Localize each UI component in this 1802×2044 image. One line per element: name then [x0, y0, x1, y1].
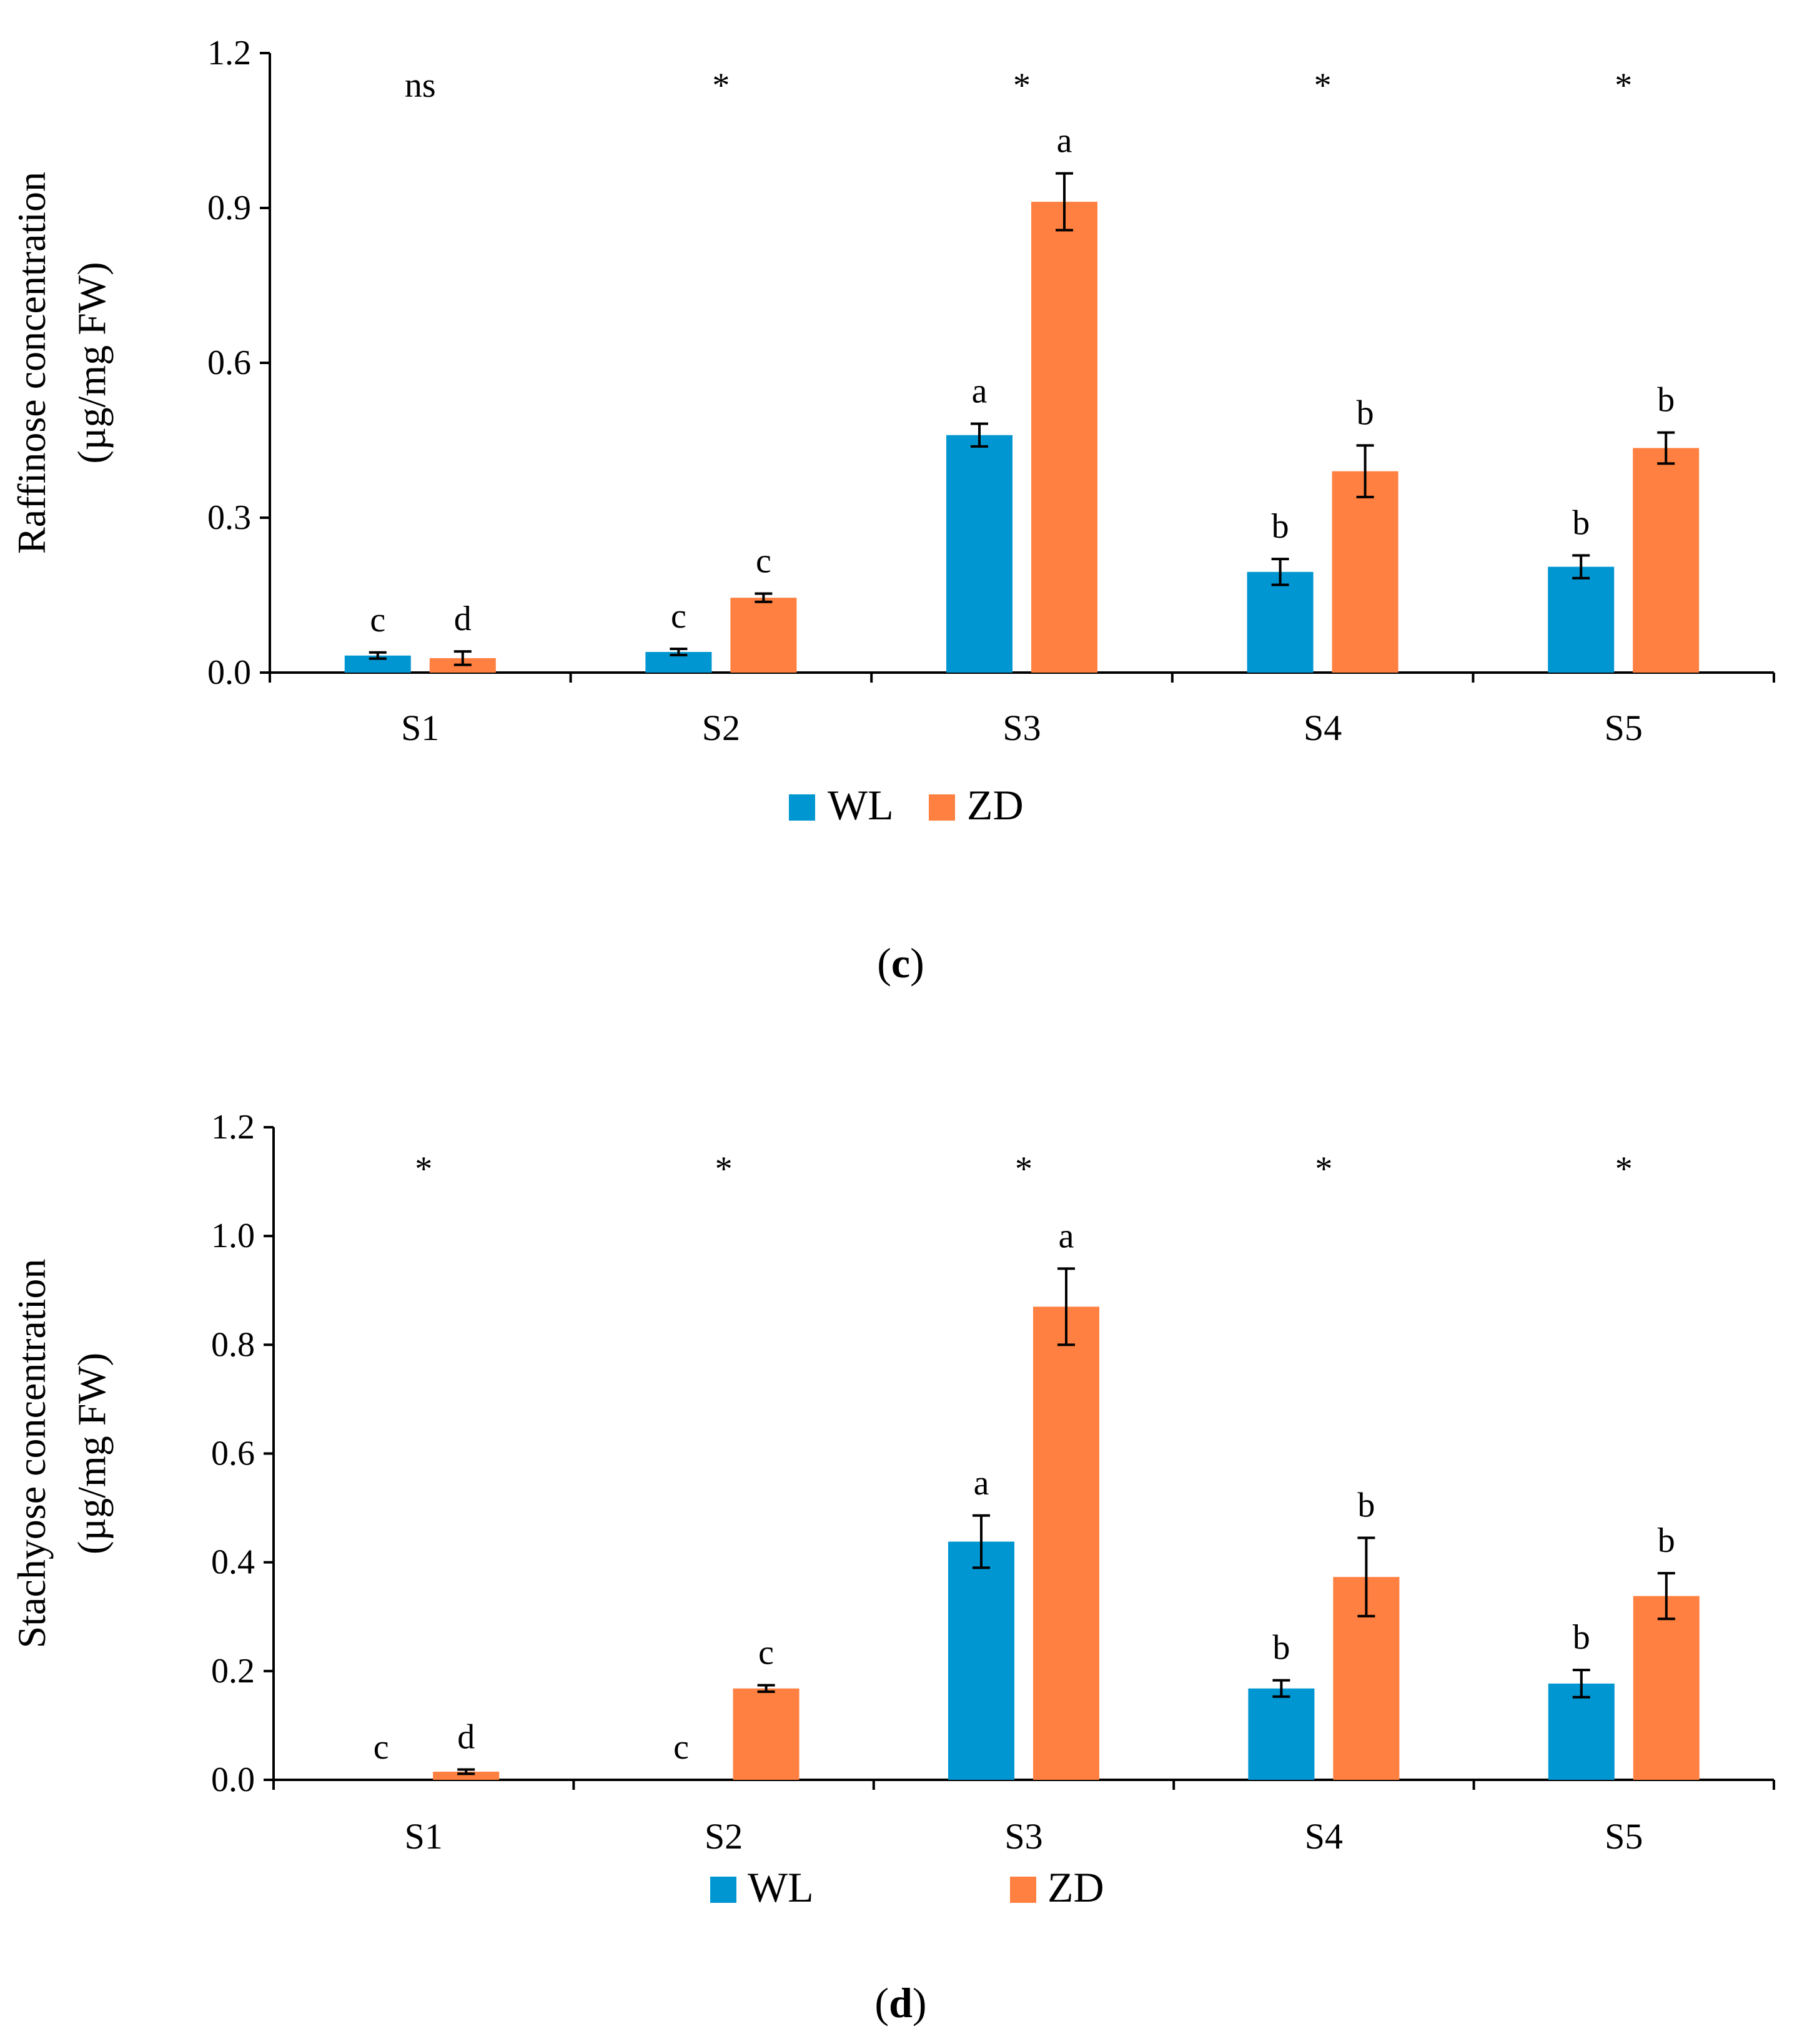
panel-d-bar-zd: [1033, 1306, 1099, 1780]
panel-c-category-label: S2: [702, 708, 740, 748]
panel-d-bar-wl: [1248, 1688, 1315, 1780]
panel-c-significance-label: *: [1314, 66, 1332, 105]
panel-d-significance-label: *: [1015, 1150, 1032, 1188]
panel-d-significance-letter: c: [673, 1728, 689, 1767]
panel-d-y-tick-label: 1.0: [211, 1217, 255, 1255]
panel-c-legend-swatch-wl: [789, 794, 815, 821]
panel-d-significance-letter: b: [1658, 1521, 1675, 1560]
panel-d-bar-wl: [948, 1541, 1014, 1780]
panel-c-bar-wl: [946, 435, 1012, 673]
panel-d-category-label: S2: [705, 1816, 743, 1857]
panel-d-panel-label: (d): [874, 1979, 926, 2027]
panel-d-y-tick-label: 0.6: [211, 1434, 255, 1473]
panel-d-legend-label-wl: WL: [748, 1864, 814, 1911]
panel-c-y-tick-label: 0.6: [207, 343, 251, 382]
panel-d-category-label: S5: [1605, 1816, 1643, 1857]
panel-c-significance-label: *: [1013, 66, 1031, 105]
panel-c-legend-label-wl: WL: [828, 781, 894, 829]
panel-c-category-label: S4: [1304, 708, 1342, 748]
panel-c-legend-label-zd: ZD: [967, 781, 1024, 829]
panel-d-significance-label: *: [1315, 1150, 1332, 1188]
panel-c-y-axis-title-line2: (µg/mg FW): [69, 262, 114, 463]
panel-d-significance-letter: c: [758, 1633, 774, 1672]
panel-c-y-tick-label: 0.9: [207, 189, 251, 227]
panel-d-category-label: S1: [405, 1816, 443, 1857]
panel-c-significance-letter: a: [972, 372, 988, 411]
panel-c-bar-zd: [730, 598, 797, 673]
panel-c-significance-letter: b: [1357, 393, 1374, 432]
panel-c-panel-label: (c): [877, 939, 924, 987]
panel-d-y-axis-title-line2: (µg/mg FW): [69, 1353, 114, 1554]
panel-c-significance-letter: b: [1572, 503, 1590, 542]
panel-c-y-axis-title-line1: Raffinose concentration: [9, 172, 54, 554]
panel-c-significance-letter: a: [1057, 122, 1072, 160]
panel-d-legend-label-zd: ZD: [1047, 1864, 1104, 1911]
panel-c-bar-wl: [1247, 571, 1314, 673]
panel-d-significance-letter: b: [1272, 1629, 1290, 1667]
panel-c-significance-letter: c: [671, 597, 686, 636]
panel-d-significance-letter: a: [974, 1464, 989, 1503]
panel-d-legend-swatch-zd: [1010, 1877, 1036, 1903]
panel-c-bar-zd: [1031, 202, 1097, 673]
panel-d-y-tick-label: 0.2: [211, 1652, 255, 1691]
panel-d-bar-zd: [733, 1688, 800, 1780]
panel-c-bar-wl: [1548, 566, 1615, 673]
panel-c-category-label: S5: [1605, 708, 1643, 748]
panel-c-category-label: S3: [1002, 708, 1041, 748]
panel-d-significance-letter: d: [457, 1717, 475, 1756]
panel-d-significance-letter: c: [374, 1728, 389, 1767]
panel-c-significance-label: ns: [405, 66, 436, 105]
panel-d-bar-zd: [1633, 1596, 1700, 1780]
panel-c-significance-letter: b: [1657, 381, 1675, 420]
panel-c-significance-letter: d: [454, 600, 472, 638]
panel-c-significance-letter: b: [1272, 507, 1289, 546]
panel-d-significance-letter: a: [1059, 1217, 1074, 1255]
panel-c-y-tick-label: 0.0: [207, 653, 251, 692]
panel-d-y-tick-label: 0.0: [211, 1760, 255, 1799]
panel-d-bar-wl: [1548, 1683, 1615, 1780]
panel-c-significance-label: *: [712, 66, 730, 105]
panel-c-y-tick-label: 1.2: [207, 34, 251, 72]
panel-d-y-axis-title-line1: Stachyose concentration: [9, 1259, 54, 1649]
panel-d-y-tick-label: 0.8: [211, 1325, 255, 1364]
panel-d-significance-label: *: [415, 1150, 432, 1188]
panel-d-y-tick-label: 1.2: [211, 1108, 255, 1147]
panel-d-category-label: S4: [1305, 1816, 1343, 1857]
panel-c-significance-label: *: [1615, 66, 1632, 105]
panel-d-legend-swatch-wl: [710, 1877, 736, 1903]
panel-c-significance-letter: c: [756, 542, 771, 581]
panel-d-category-label: S3: [1004, 1816, 1042, 1857]
panel-d-significance-letter: b: [1573, 1618, 1590, 1657]
panel-c-bar-zd: [1633, 448, 1700, 673]
panel-d-significance-label: *: [1615, 1150, 1633, 1188]
panel-d-significance-label: *: [715, 1150, 733, 1188]
panel-d-significance-letter: b: [1357, 1486, 1375, 1524]
panel-d-y-tick-label: 0.4: [211, 1543, 255, 1582]
panel-c-legend-swatch-zd: [929, 794, 955, 821]
panel-c-category-label: S1: [401, 708, 439, 748]
panel-c-significance-letter: c: [370, 601, 385, 639]
panel-c-y-tick-label: 0.3: [207, 498, 251, 537]
panel-c-bar-zd: [1332, 471, 1399, 673]
panel-d-bar-zd: [433, 1771, 500, 1780]
